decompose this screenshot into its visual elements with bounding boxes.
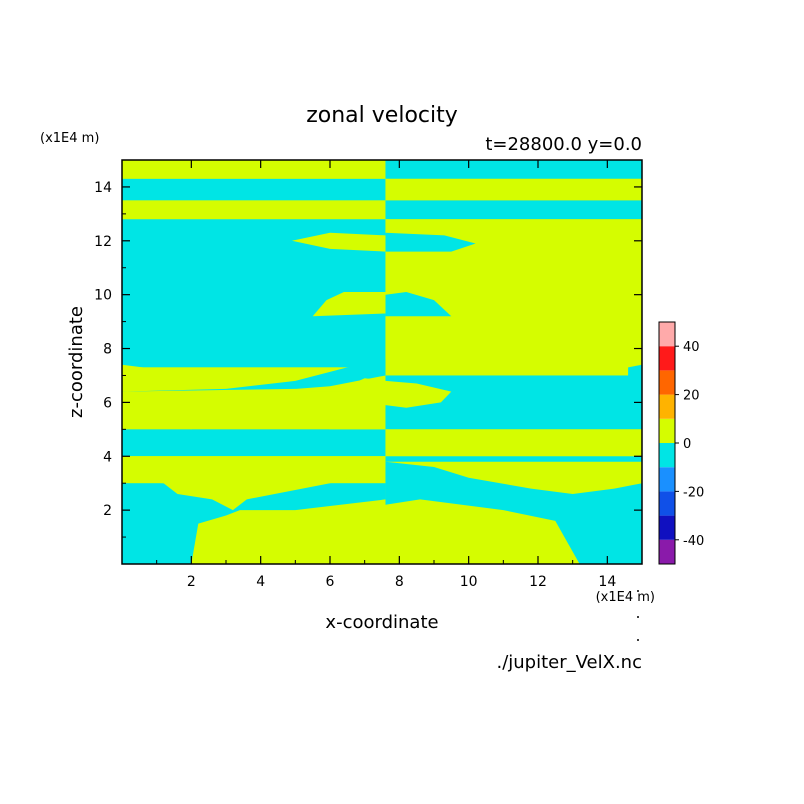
- y-tick-label-12: 12: [94, 234, 112, 250]
- band-right-0: [385, 160, 642, 179]
- y-tick-label-10: 10: [94, 288, 112, 304]
- chart-subtitle: t=28800.0 y=0.0: [485, 134, 642, 155]
- contour-region-15: [291, 232, 386, 252]
- colorbar-tick-label-0: -40: [683, 534, 704, 549]
- y-axis-label: z-coordinate: [66, 306, 87, 418]
- contour-region-3: [385, 461, 642, 494]
- colorbar-tick-label-2: 0: [683, 437, 691, 452]
- colorbar-tick-label-1: -20: [683, 485, 704, 500]
- colorbar-segment-4: [659, 443, 675, 468]
- x-tick-label-8: 8: [395, 574, 404, 590]
- colorbar-segment-1: [659, 515, 675, 540]
- contour-region-12: [628, 364, 642, 379]
- colorbar-segment-5: [659, 418, 675, 443]
- contour-region-7: [122, 359, 386, 395]
- x-tick-label-12: 12: [529, 574, 547, 590]
- band-right-1: [385, 178, 642, 201]
- colorbar-tick-label-4: 40: [683, 340, 700, 355]
- y-tick-label-6: 6: [103, 395, 112, 411]
- contour-region-8: [343, 378, 386, 408]
- x-tick-label-4: 4: [256, 574, 265, 590]
- y-tick-label-2: 2: [103, 503, 112, 519]
- band-right-5: [385, 429, 642, 457]
- colorbar-segment-2: [659, 491, 675, 516]
- band-left-1: [122, 178, 386, 201]
- x-axis-label: x-coordinate: [325, 612, 438, 633]
- colorbar-segment-7: [659, 370, 675, 395]
- contour-region-9: [385, 380, 452, 408]
- band-left-6: [122, 429, 386, 457]
- chart-title: zonal velocity: [306, 103, 458, 128]
- contour-region-10: [122, 388, 386, 430]
- colorbar-segment-3: [659, 467, 675, 492]
- x-tick-label-2: 2: [187, 574, 196, 590]
- colorbar-tick-label-3: 20: [683, 389, 700, 404]
- contour-region-14: [385, 292, 452, 317]
- x-tick-label-6: 6: [326, 574, 335, 590]
- plot-frame: [121, 159, 643, 565]
- contour-region-13: [312, 292, 386, 317]
- colorbar-segment-9: [659, 322, 675, 347]
- contour-region-0: [191, 499, 386, 564]
- contour-region-2: [122, 456, 386, 511]
- y-tick-label-4: 4: [103, 449, 112, 465]
- contour-region-16: [385, 232, 476, 252]
- contour-region-11: [122, 364, 143, 376]
- y-tick-label-8: 8: [103, 342, 112, 358]
- decoration-dots: [637, 590, 639, 641]
- band-right-2: [385, 200, 642, 220]
- band-left-0: [122, 160, 386, 179]
- x-unit-label: (x1E4 m): [596, 590, 655, 605]
- colorbar-segment-6: [659, 394, 675, 419]
- y-unit-label: (x1E4 m): [40, 131, 99, 146]
- colorbar-segment-8: [659, 346, 675, 371]
- y-tick-label-14: 14: [94, 180, 112, 196]
- x-tick-label-10: 10: [460, 574, 478, 590]
- colorbar-segment-0: [659, 539, 675, 564]
- contour-field: [122, 160, 642, 564]
- band-left-2: [122, 200, 386, 220]
- contour-region-1: [385, 499, 580, 564]
- colorbar: -40 -20 0 20 40: [658, 321, 704, 565]
- x-tick-label-14: 14: [598, 574, 616, 590]
- source-file-label: ./jupiter_VelX.nc: [496, 652, 642, 673]
